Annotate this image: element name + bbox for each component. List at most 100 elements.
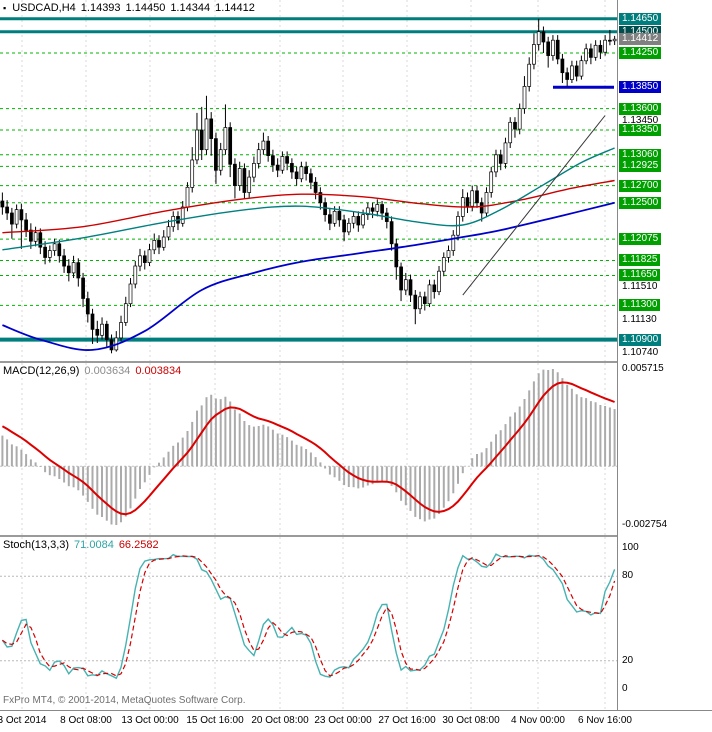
candle-body: [375, 204, 380, 212]
time-label: 4 Nov 00:00: [511, 715, 565, 726]
candle-body: [532, 44, 536, 65]
ma-mid-red: [2, 179, 615, 234]
candle-body: [489, 171, 494, 193]
time-label: 15 Oct 16:00: [186, 715, 244, 726]
candle-body: [437, 270, 441, 293]
candle-body: [138, 255, 142, 267]
candle-body: [551, 39, 555, 56]
price-axis[interactable]: 1.14650 1.14500 1.14412 1.14250 1.13850 1.136…: [617, 0, 712, 710]
panel-divider[interactable]: [0, 535, 712, 537]
candle-body: [280, 156, 285, 171]
symbol-timeframe-label: USDCAD,H4: [12, 2, 76, 14]
stoch-scale-label: 80: [622, 570, 634, 581]
chart-marker-icon: ▪: [3, 3, 7, 13]
candle-body: [242, 168, 247, 193]
candle-body: [598, 44, 603, 53]
price-label: 1.11825: [619, 254, 661, 266]
candle-body: [508, 121, 513, 144]
candle-body: [522, 86, 527, 109]
candle-body: [237, 168, 242, 186]
candle-body: [104, 323, 109, 340]
candle-body: [157, 240, 161, 248]
candle-body: [441, 257, 446, 272]
candle-body: [233, 163, 237, 186]
candle-body: [427, 284, 432, 305]
candle-body: [328, 214, 332, 224]
stoch-main-line: [1, 553, 616, 680]
candle-body: [228, 127, 233, 165]
candle-body: [394, 243, 399, 268]
price-label: 1.13350: [619, 124, 662, 136]
macd-scale-label: -0.002754: [622, 519, 668, 530]
time-label: 30 Oct 08:00: [442, 715, 500, 726]
price-label: 1.14412: [619, 33, 662, 45]
candle-body: [475, 190, 479, 204]
time-axis[interactable]: 3 Oct 2014 8 Oct 08:00 13 Oct 00:00 15 Oct …: [0, 710, 712, 732]
macd-canvas: [0, 363, 617, 535]
stochastic-title: Stoch(13,3,3) 71.0084 66.2582: [3, 539, 159, 551]
price-chart-panel[interactable]: ▪ USDCAD,H4 1.14393 1.14450 1.14344 1.14…: [0, 0, 617, 361]
candle-body: [612, 38, 617, 42]
price-chart-canvas: [0, 0, 617, 361]
candle-body: [57, 243, 62, 257]
candle-body: [29, 229, 33, 242]
candle-body: [513, 121, 517, 130]
candle-body: [527, 63, 532, 87]
candle-body: [584, 48, 588, 62]
macd-panel[interactable]: MACD(12,26,9) 0.003634 0.003834: [0, 363, 617, 535]
trendline[interactable]: [462, 115, 606, 296]
candle-body: [81, 277, 85, 299]
candle-body: [546, 41, 551, 56]
candle-body: [432, 284, 437, 293]
price-label: 1.11510: [619, 281, 661, 293]
candle-body: [256, 149, 261, 164]
candle-body: [479, 202, 484, 214]
time-label: 3 Oct 2014: [0, 715, 47, 726]
candle-body: [119, 322, 123, 339]
macd-scale-label: 0.005715: [622, 363, 664, 374]
candle-body: [142, 255, 147, 263]
chart-title: ▪ USDCAD,H4 1.14393 1.14450 1.14344 1.14…: [3, 2, 255, 14]
candle-body: [517, 108, 522, 130]
time-label: 20 Oct 08:00: [251, 715, 309, 726]
ohlc-low-value: 1.14344: [170, 2, 211, 14]
candle-body: [451, 234, 456, 251]
candle-body: [185, 186, 190, 208]
candle-body: [608, 39, 612, 42]
candle-body: [123, 303, 128, 323]
candle-body: [593, 44, 598, 58]
ma-slow-blue: [2, 201, 615, 351]
candle-body: [413, 294, 418, 310]
price-label: 1.12500: [619, 197, 662, 209]
price-label: 1.13850: [619, 81, 662, 93]
stochastic-panel[interactable]: Stoch(13,3,3) 71.0084 66.2582 FxPro MT4,…: [0, 537, 617, 710]
stoch-scale-label: 20: [622, 655, 634, 666]
macd-title: MACD(12,26,9) 0.003634 0.003834: [3, 365, 181, 377]
candle-body: [161, 236, 166, 248]
price-label: 1.12925: [619, 160, 662, 172]
candle-body: [560, 58, 565, 74]
stoch-label: Stoch(13,3,3): [3, 539, 70, 551]
candle-body: [38, 232, 43, 248]
candle-body: [565, 72, 570, 80]
candle-body: [128, 283, 133, 305]
candle-body: [5, 206, 9, 214]
price-label: 1.14650: [619, 13, 662, 25]
candle-body: [408, 279, 413, 296]
candle-body: [589, 48, 593, 58]
candle-body: [180, 206, 185, 224]
stoch-signal-line: [2, 555, 616, 677]
panel-divider[interactable]: [0, 361, 712, 363]
macd-signal-value: 0.003834: [135, 365, 182, 377]
candle-body: [418, 296, 422, 310]
candle-body: [133, 265, 138, 285]
candle-body: [603, 39, 607, 53]
candle-body: [309, 173, 313, 183]
candle-body: [261, 140, 266, 151]
candle-body: [290, 163, 294, 173]
candle-body: [71, 262, 76, 274]
candle-body: [275, 164, 280, 171]
price-label: 1.12700: [619, 180, 662, 192]
ohlc-open-value: 1.14393: [80, 2, 121, 14]
